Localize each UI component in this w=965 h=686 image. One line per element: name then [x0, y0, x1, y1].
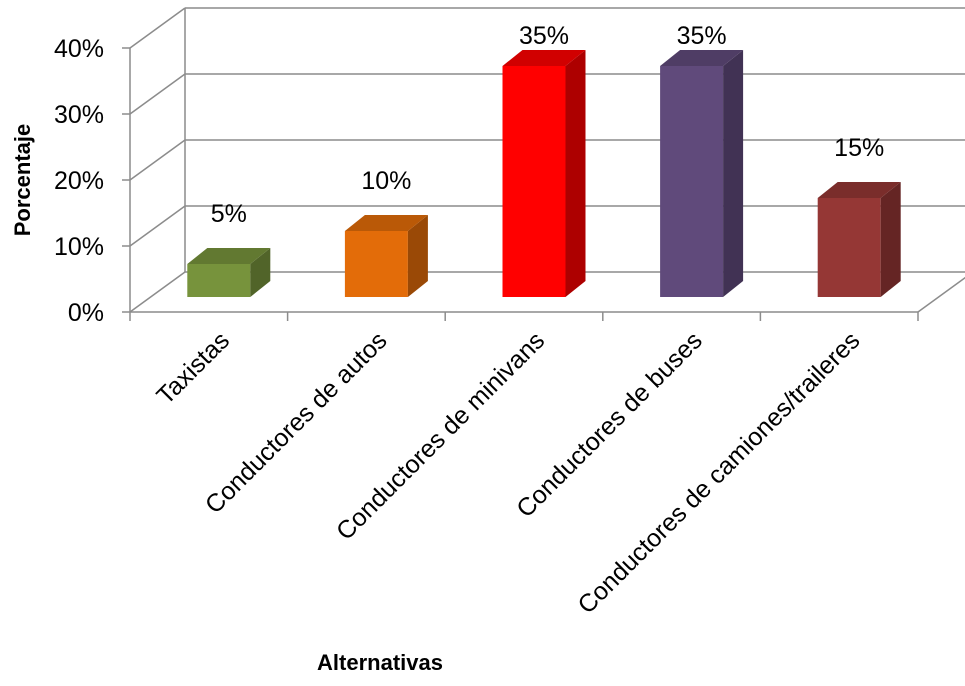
category-label: Taxistas [151, 326, 235, 410]
y-tick-label: 20% [54, 167, 104, 195]
y-tick-label: 10% [54, 233, 104, 261]
data-label: 5% [211, 200, 247, 228]
bar [817, 182, 901, 297]
bar [502, 50, 586, 297]
bar-top-face [344, 215, 428, 231]
data-label: 35% [677, 22, 727, 50]
bar-side-face [723, 50, 744, 297]
bar-front-face [502, 66, 566, 297]
side-gridline [129, 205, 186, 247]
bar-side-face [880, 182, 901, 297]
side-gridline [129, 139, 186, 181]
bar [660, 50, 744, 297]
bar-side-face [250, 248, 271, 297]
side-gridline [129, 73, 186, 115]
bar-top-face [502, 50, 586, 66]
y-tick-labels: 0% 10% 20% 30% 40% [54, 35, 104, 327]
bar-top-face [817, 182, 901, 198]
bar-front-face [187, 264, 251, 297]
data-label: 35% [519, 22, 569, 50]
category-label: Conductores de autos [200, 326, 393, 519]
data-label: 15% [834, 134, 884, 162]
y-tick-label: 0% [68, 299, 104, 327]
bar [344, 215, 428, 297]
floor-left-edge [129, 271, 186, 313]
bar-side-face [565, 50, 586, 297]
bar-top-face [660, 50, 744, 66]
y-axis-title: Porcentaje [10, 124, 35, 237]
bar [187, 248, 271, 297]
bar-front-face [817, 198, 881, 297]
bar-top-face [187, 248, 271, 264]
y-tick-label: 40% [54, 35, 104, 63]
bar-front-face [660, 66, 724, 297]
bar-side-face [407, 215, 428, 297]
side-gridline [129, 7, 186, 49]
y-tick-label: 30% [54, 101, 104, 129]
floor-right-edge [917, 276, 965, 313]
bar-front-face [344, 231, 408, 297]
data-labels: 5% 10% 35% 35% 15% [211, 22, 884, 228]
x-axis-title: Alternativas [317, 650, 443, 675]
data-label: 10% [361, 167, 411, 195]
category-label: Conductores de camiones/traileres [572, 326, 865, 619]
bars [187, 50, 901, 297]
